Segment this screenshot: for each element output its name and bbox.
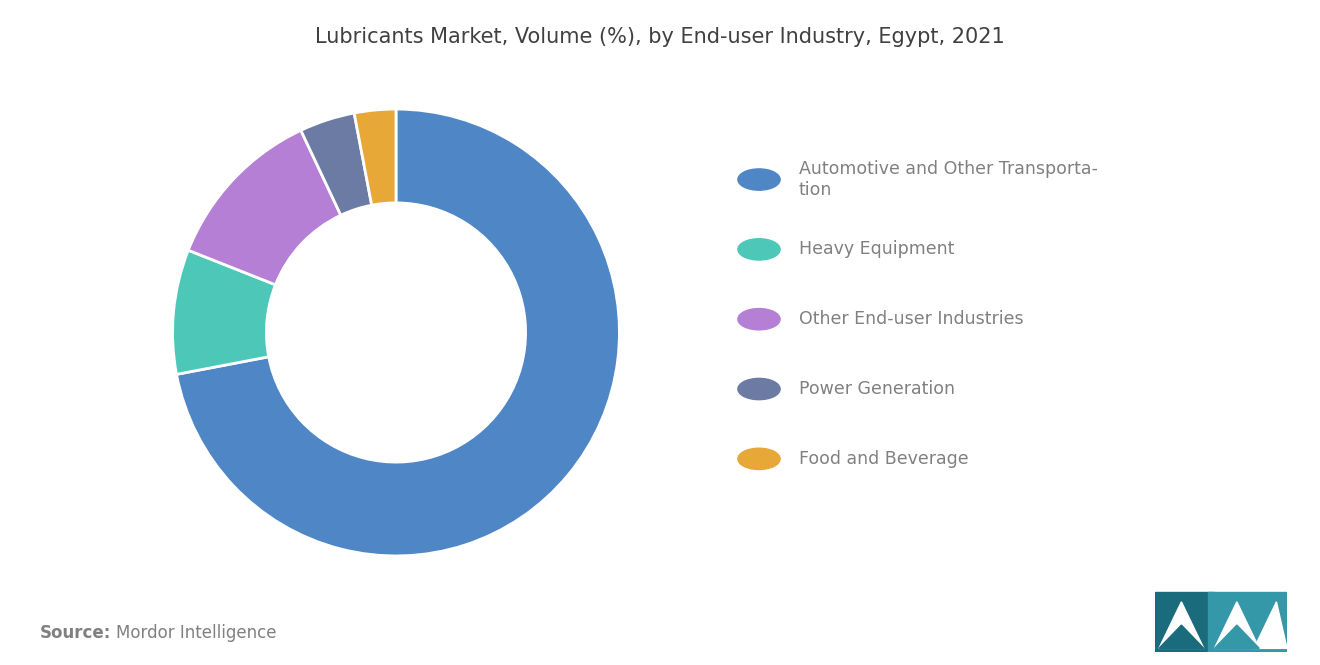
Text: Lubricants Market, Volume (%), by End-user Industry, Egypt, 2021: Lubricants Market, Volume (%), by End-us… [315, 27, 1005, 47]
Polygon shape [1214, 602, 1259, 648]
Text: Heavy Equipment: Heavy Equipment [799, 240, 954, 259]
Polygon shape [1214, 625, 1259, 648]
Polygon shape [1208, 592, 1287, 652]
Polygon shape [1254, 602, 1287, 648]
Polygon shape [1159, 602, 1204, 648]
Polygon shape [1159, 625, 1204, 648]
Wedge shape [301, 113, 372, 215]
Text: Source:: Source: [40, 624, 111, 642]
Text: Other End-user Industries: Other End-user Industries [799, 310, 1023, 329]
Text: Food and Beverage: Food and Beverage [799, 450, 969, 468]
Text: Automotive and Other Transporta-
tion: Automotive and Other Transporta- tion [799, 160, 1097, 200]
Wedge shape [189, 130, 341, 285]
Wedge shape [354, 109, 396, 205]
Text: Mordor Intelligence: Mordor Intelligence [116, 624, 277, 642]
Text: Power Generation: Power Generation [799, 380, 954, 398]
Wedge shape [173, 250, 276, 374]
Wedge shape [177, 109, 619, 556]
Polygon shape [1155, 592, 1214, 652]
